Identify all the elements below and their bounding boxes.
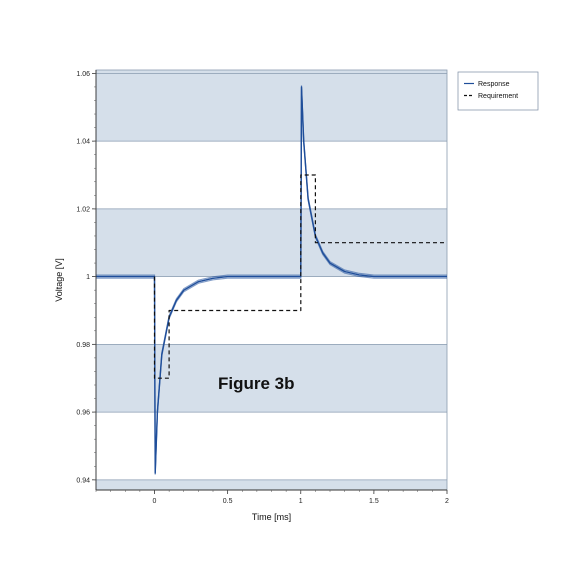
legend-box [457,71,539,111]
band-0 [96,479,447,490]
background-bands [96,70,447,490]
x-tick-label-4: 2 [445,498,449,505]
x-axis-title: Time [ms] [252,512,291,522]
y-tick-label-0: 0.94 [76,477,90,484]
y-tick-label-4: 1.02 [76,206,90,213]
y-tick-label-3: 1 [86,274,90,281]
x-tick-label-2: 1 [299,498,303,505]
band-3 [96,70,447,142]
x-tick-label-3: 1.5 [369,498,379,505]
y-tick-label-5: 1.04 [76,139,90,146]
ticks: 0 0.5 1 1.5 2 0.94 0.96 0.98 1 1.02 1.04 1.06 [76,71,449,505]
series-line-requirement [153,174,447,379]
series-ripple-response [96,88,447,475]
y-tick-label-2: 0.98 [76,342,90,349]
y-axis-title: Voltage [V] [54,258,64,302]
legend: Response Requirement [457,71,539,111]
legend-label-requirement: Requirement [478,93,518,100]
x-tick-label-0: 0 [153,498,157,505]
band-2 [96,208,447,277]
figure-annotation: Figure 3b [218,374,295,393]
series-layer [96,85,447,475]
series-line-response [96,86,447,474]
y-tick-label-6: 1.06 [76,71,90,78]
y-tick-label-1: 0.96 [76,410,90,417]
legend-label-response: Response [478,81,510,88]
x-tick-label-1: 0.5 [223,498,233,505]
